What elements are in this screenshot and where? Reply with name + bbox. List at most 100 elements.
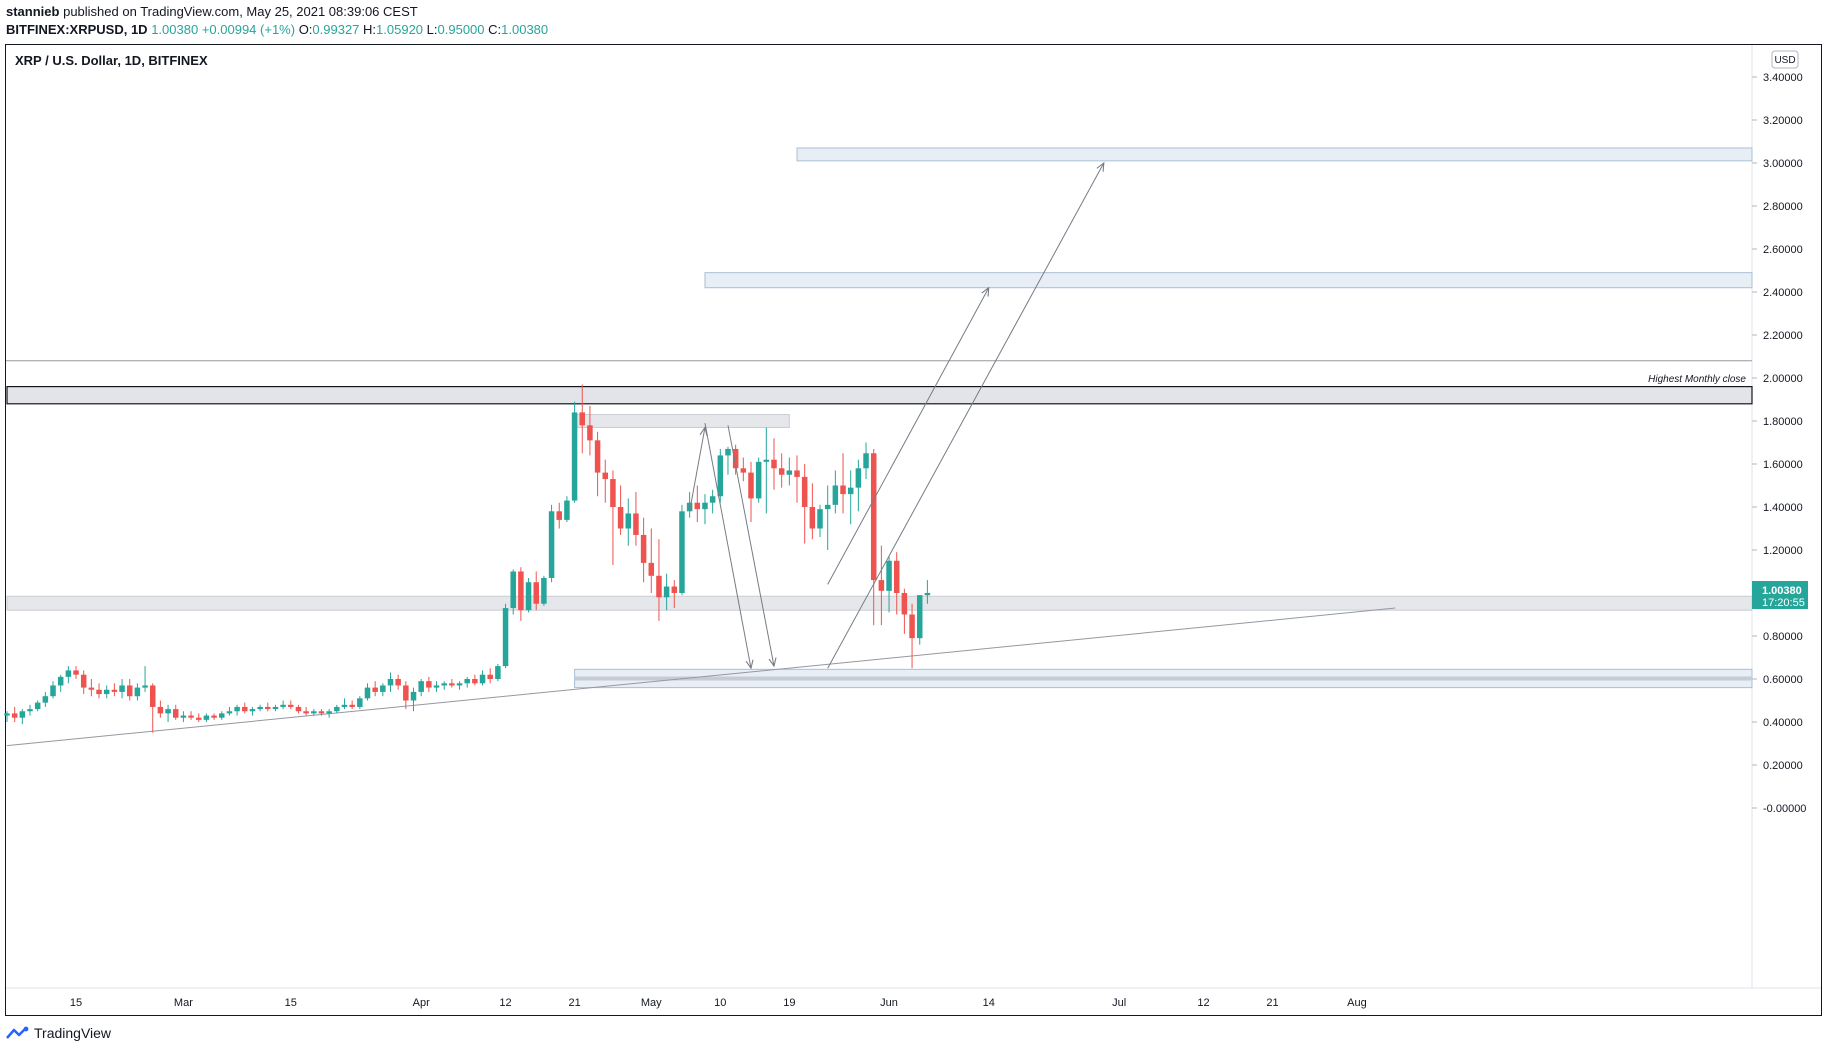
candle-73 <box>556 502 562 529</box>
y-tick-label-1: 3.40000 <box>1763 72 1803 84</box>
x-tick-label-4: Apr <box>413 997 430 1009</box>
candle-body <box>863 453 869 469</box>
candle-body <box>318 711 325 714</box>
candle-32 <box>242 702 248 714</box>
candle-104 <box>794 455 800 503</box>
candle-117 <box>893 552 900 615</box>
candle-body <box>694 502 701 510</box>
tradingview-brand: TradingView <box>34 1025 112 1041</box>
candle-body <box>847 487 854 495</box>
candle-body <box>594 440 601 473</box>
y-tick-label-10: 1.60000 <box>1763 459 1803 471</box>
close-value-c: 1.00380 <box>501 22 549 37</box>
candle-body <box>418 681 424 692</box>
highest-monthly-close-label: Highest Monthly close <box>1648 374 1746 385</box>
candle-body <box>142 685 148 688</box>
last-price-label: 1.00380 <box>1762 585 1802 597</box>
published-text: published on TradingView.com, May 25, 20… <box>63 4 418 19</box>
chart-frame <box>5 44 1822 1016</box>
candle-body <box>134 687 141 697</box>
candle-93 <box>709 489 716 514</box>
candle-body <box>886 560 892 591</box>
candle-56 <box>426 676 432 692</box>
candle-12 <box>88 679 95 697</box>
candle-body <box>472 679 478 684</box>
candle-86 <box>656 539 662 621</box>
candle-body <box>188 715 194 718</box>
candle-107 <box>817 504 823 538</box>
candle-body <box>19 711 26 718</box>
candle-50 <box>380 683 386 697</box>
candle-body <box>786 470 793 475</box>
candle-96 <box>732 444 739 475</box>
candle-118 <box>901 588 908 634</box>
candle-body <box>426 681 432 688</box>
close-value: 1.00380 <box>151 22 199 37</box>
candle-54 <box>410 687 417 712</box>
zone-rect-4 <box>574 414 790 428</box>
candle-body <box>916 595 923 639</box>
tradingview-footer[interactable]: TradingView <box>6 1025 111 1041</box>
candle-body <box>372 687 378 692</box>
candle-51 <box>387 672 394 692</box>
candle-90 <box>686 491 693 518</box>
author-name[interactable]: stannieb <box>6 4 60 19</box>
candle-body <box>341 704 348 707</box>
currency-badge: USD <box>1771 50 1799 69</box>
y-tick-label-17: 0.20000 <box>1763 760 1803 772</box>
candle-40 <box>303 706 309 716</box>
candle-body <box>663 586 670 598</box>
candle-46 <box>349 700 355 710</box>
candle-body <box>824 504 831 510</box>
candle-body <box>303 711 309 714</box>
candle-body <box>403 685 409 701</box>
candle-body <box>57 676 64 686</box>
high-value: 1.05920 <box>376 22 424 37</box>
candle-55 <box>418 679 424 697</box>
candle-body <box>234 706 240 712</box>
candle-body <box>380 685 386 692</box>
candle-110 <box>840 453 846 514</box>
candle-body <box>410 691 417 701</box>
candle-body <box>809 507 816 529</box>
candle-body <box>288 704 294 707</box>
candle-body <box>265 706 271 710</box>
candle-87 <box>663 573 670 611</box>
y-tick-label-16: 0.40000 <box>1763 717 1803 729</box>
candle-22 <box>165 704 171 722</box>
candle-body <box>541 577 547 604</box>
candle-106 <box>809 483 816 540</box>
candle-body <box>479 674 486 684</box>
candle-94 <box>717 448 724 503</box>
candle-44 <box>334 704 340 714</box>
candle-65 <box>495 663 501 682</box>
x-tick-label-1: 15 <box>70 997 82 1009</box>
candle-15 <box>111 683 118 697</box>
low-value: 0.95000 <box>437 22 485 37</box>
x-tick-label-12: Jul <box>1112 997 1126 1009</box>
open-label: O: <box>298 22 313 37</box>
candle-114 <box>870 448 877 626</box>
candle-111 <box>847 470 854 525</box>
candle-body <box>587 425 593 441</box>
support-trendline <box>6 607 1396 747</box>
zone-rect-3 <box>6 386 1753 405</box>
candle-57 <box>433 681 440 692</box>
projection-arrow-2 <box>704 423 751 668</box>
y-tick-label-2: 3.20000 <box>1763 115 1803 127</box>
candle-body <box>249 709 256 712</box>
candle-body <box>441 683 447 686</box>
candle-body <box>11 713 18 718</box>
candle-body <box>602 472 609 480</box>
zone-rect-5 <box>6 595 1753 611</box>
x-tick-label-9: 19 <box>783 997 795 1009</box>
candle-body <box>103 689 110 695</box>
candle-5 <box>34 700 41 712</box>
candle-body <box>172 709 179 718</box>
candle-body <box>610 479 616 507</box>
candle-body <box>272 706 279 710</box>
x-tick-label-14: 21 <box>1266 997 1278 1009</box>
candle-89 <box>679 504 685 596</box>
candle-body <box>196 717 202 720</box>
